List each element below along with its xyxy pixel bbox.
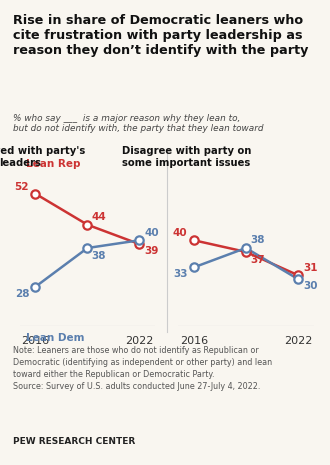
Text: Note: Leaners are those who do not identify as Republican or
Democratic (identif: Note: Leaners are those who do not ident… [13, 346, 272, 391]
Text: 52: 52 [15, 182, 29, 192]
Text: 31: 31 [303, 263, 317, 273]
Text: 44: 44 [92, 212, 106, 222]
Text: 40: 40 [173, 228, 187, 239]
Text: 33: 33 [173, 269, 187, 279]
Text: Rise in share of Democratic leaners who
cite frustration with party leadership a: Rise in share of Democratic leaners who … [13, 14, 309, 57]
Text: 38: 38 [250, 235, 265, 245]
Text: 38: 38 [92, 251, 106, 261]
Text: Disagree with party on
some important issues: Disagree with party on some important is… [122, 146, 251, 168]
Text: 28: 28 [15, 289, 29, 299]
Text: 30: 30 [303, 281, 317, 291]
Text: Lean Dem: Lean Dem [26, 333, 84, 343]
Text: PEW RESEARCH CENTER: PEW RESEARCH CENTER [13, 438, 135, 446]
Text: Frustrated with party's
leaders: Frustrated with party's leaders [0, 146, 85, 168]
Text: % who say ___  is a major reason why they lean to,
but do not identify with, the: % who say ___ is a major reason why they… [13, 114, 264, 133]
Text: 40: 40 [145, 228, 159, 239]
Text: Lean Rep: Lean Rep [26, 159, 81, 169]
Text: 39: 39 [145, 246, 159, 256]
Text: 37: 37 [250, 255, 265, 265]
